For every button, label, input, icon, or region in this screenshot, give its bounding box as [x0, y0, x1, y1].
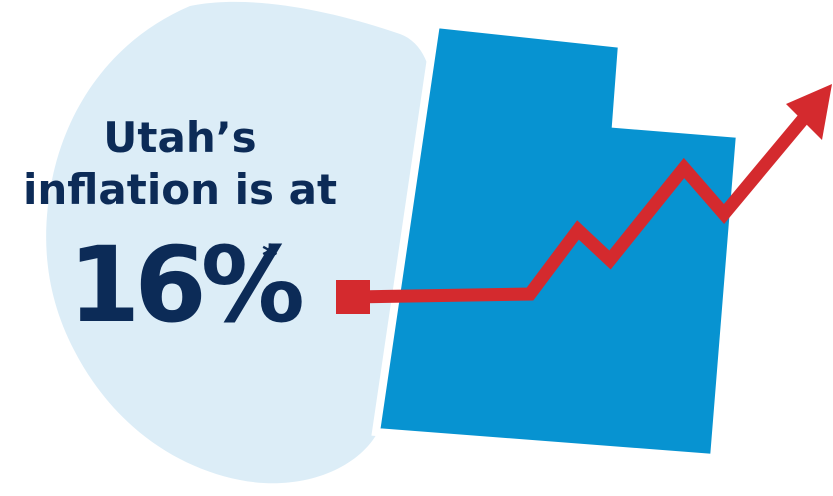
- headline: Utah’s inflation is at: [0, 112, 360, 216]
- headline-line-2: inflation is at: [22, 165, 338, 214]
- footnote-mark: *: [262, 239, 278, 274]
- trend-arrow-head: [786, 84, 832, 140]
- trend-arrow-tail: [336, 280, 370, 314]
- utah-state-icon: [371, 19, 745, 463]
- headline-line-1: Utah’s: [103, 113, 257, 162]
- background-blob: [46, 1, 434, 484]
- inflation-stat: 16% *: [68, 230, 305, 340]
- trend-arrow-icon: [351, 101, 819, 304]
- inflation-value: 16%: [68, 224, 305, 346]
